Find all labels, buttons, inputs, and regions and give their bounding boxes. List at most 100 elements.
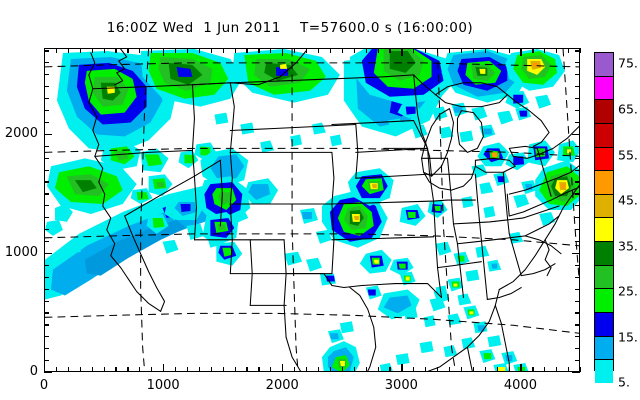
axis-tick [575, 312, 580, 314]
axis-tick [198, 367, 201, 372]
colorbar-band [595, 147, 613, 172]
axis-tick [139, 48, 141, 53]
axis-tick [389, 367, 391, 372]
axis-tick [575, 50, 580, 52]
axis-tick [186, 48, 189, 53]
region-scattered-light [214, 112, 496, 218]
axis-tick [401, 48, 403, 56]
y-axis-tick-label: 2000 [4, 125, 38, 141]
axis-tick [44, 372, 52, 374]
colorbar-label: 75. [618, 55, 638, 71]
axis-tick [222, 367, 224, 372]
axis-tick [44, 157, 49, 159]
colorbar-band [595, 194, 613, 219]
axis-tick [282, 48, 284, 56]
colorbar-band [595, 242, 613, 266]
axis-tick [44, 324, 49, 326]
region-ozarks-cells [359, 241, 452, 276]
axis-tick [91, 48, 93, 53]
axis-tick [425, 367, 427, 372]
axis-tick [127, 48, 129, 53]
axis-tick [520, 364, 522, 372]
axis-tick [258, 48, 260, 53]
region-gulf-coast [365, 271, 420, 320]
colorbar-band [595, 265, 613, 290]
colorbar-label: 5. [618, 374, 630, 390]
colorbar-band [595, 313, 613, 337]
axis-tick [44, 133, 52, 135]
axis-tick [44, 98, 49, 100]
axis-tick [575, 109, 580, 112]
axis-tick [575, 229, 580, 231]
axis-tick [246, 48, 248, 53]
axis-tick [556, 48, 558, 53]
axis-tick [448, 367, 451, 372]
axis-tick [575, 264, 580, 266]
axis-tick [532, 367, 534, 372]
x-axis-tick-label: 2000 [265, 378, 299, 393]
axis-tick [508, 367, 510, 372]
axis-tick [234, 48, 236, 53]
axis-tick [341, 367, 343, 372]
colorbar-label: 15. [618, 329, 638, 345]
axis-tick [44, 50, 49, 52]
colorbar [594, 52, 614, 383]
axis-tick [222, 48, 224, 53]
axis-tick [44, 121, 49, 124]
axis-tick [575, 217, 580, 219]
axis-tick [317, 367, 320, 372]
axis-tick [341, 48, 343, 53]
axis-tick [575, 145, 580, 147]
axis-tick [572, 372, 580, 374]
axis-tick [44, 288, 49, 290]
axis-tick [163, 364, 165, 372]
colorbar-band [595, 76, 613, 101]
axis-tick [44, 205, 49, 207]
axis-tick [413, 48, 415, 53]
region-texas-cell [321, 321, 360, 371]
axis-tick [329, 367, 332, 372]
axis-tick [568, 48, 570, 53]
axis-tick [377, 367, 379, 372]
region-southeast [403, 231, 524, 328]
axis-tick [282, 364, 284, 372]
axis-tick [55, 48, 58, 53]
axis-tick [44, 312, 49, 314]
axis-tick [401, 364, 403, 372]
axis-tick [575, 121, 580, 124]
colorbar-band [595, 336, 613, 361]
axis-tick [44, 348, 49, 350]
axis-tick [115, 367, 117, 372]
axis-tick [389, 48, 391, 53]
axis-tick [575, 98, 580, 100]
axis-tick [448, 48, 451, 53]
axis-tick [103, 367, 105, 372]
colorbar-label: 35. [618, 238, 638, 254]
axis-tick [151, 367, 153, 372]
axis-tick [484, 367, 486, 372]
axis-tick [460, 367, 463, 372]
axis-tick [44, 62, 49, 64]
colorbar-band [595, 360, 613, 383]
axis-tick [365, 367, 367, 372]
axis-tick [103, 48, 105, 53]
axis-tick [44, 264, 49, 266]
axis-tick [44, 86, 49, 88]
axis-tick [575, 300, 580, 302]
axis-tick [55, 367, 58, 372]
axis-tick [44, 193, 49, 195]
axis-tick [580, 367, 582, 372]
axis-tick [91, 367, 93, 372]
region-southwest-band [45, 158, 245, 300]
axis-tick [575, 288, 580, 290]
colorbar-band [595, 289, 613, 314]
colorbar-label: 45. [618, 192, 638, 208]
axis-tick [437, 367, 439, 372]
axis-tick [575, 348, 580, 350]
axis-tick [44, 74, 49, 76]
axis-tick [115, 48, 117, 53]
colorbar-band [595, 53, 613, 77]
region-great-basin [100, 140, 217, 234]
axis-tick [425, 48, 427, 53]
